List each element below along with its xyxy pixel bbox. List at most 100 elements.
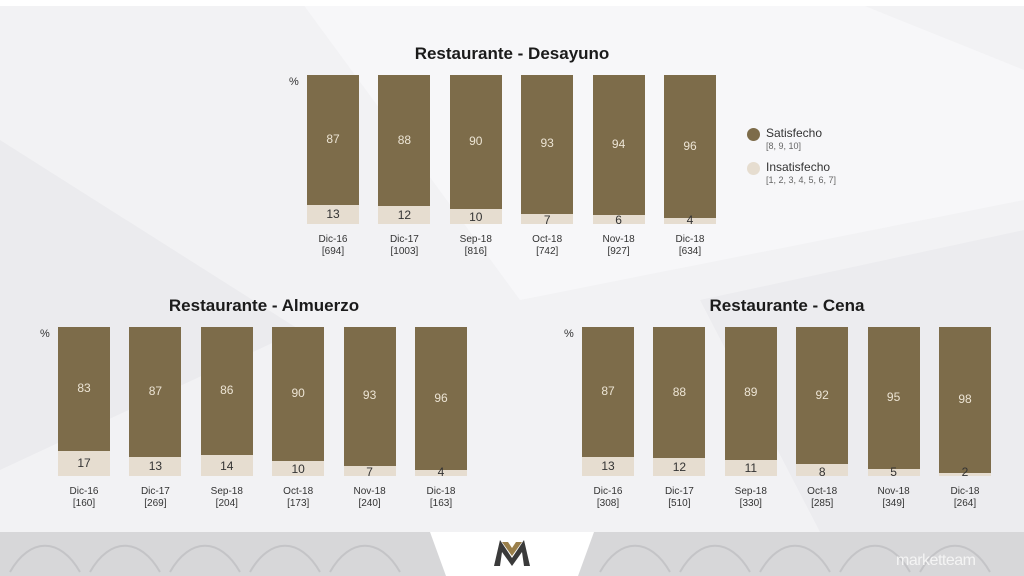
- x-sample-size: [510]: [668, 498, 691, 509]
- data-label-insatisfecho: 7: [543, 213, 551, 227]
- bar-satisfecho: [521, 75, 574, 214]
- bar-insatisfecho: [449, 209, 502, 224]
- x-sample-size: [308]: [596, 498, 620, 509]
- bar-satisfecho: [58, 327, 110, 451]
- data-label-insatisfecho: 14: [220, 458, 234, 473]
- data-label-satisfecho: 96: [683, 138, 697, 153]
- x-tick-label: Sep-18 [330]: [716, 486, 786, 510]
- bar-satisfecho: [449, 75, 502, 210]
- bar-satisfecho: [343, 327, 396, 466]
- data-label-insatisfecho: 4: [437, 465, 445, 479]
- x-tick-label: Sep-18 [204]: [192, 486, 262, 510]
- x-tick-label: Oct-18 [742]: [512, 234, 582, 258]
- legend-label: Insatisfecho: [766, 160, 831, 174]
- legend-sublabel: [1, 2, 3, 4, 5, 6, 7]: [766, 175, 837, 185]
- data-label-insatisfecho: 11: [744, 460, 758, 475]
- chart-title: Restaurante - Almuerzo: [168, 296, 360, 315]
- unit-label: %: [289, 76, 299, 88]
- x-category: Nov-18: [353, 486, 386, 497]
- bar-insatisfecho: [58, 450, 110, 476]
- footer-ornament-pattern: [9, 544, 991, 573]
- bar-insatisfecho: [582, 456, 634, 476]
- data-label-insatisfecho: 13: [148, 459, 163, 474]
- data-label-satisfecho: 88: [397, 132, 412, 147]
- x-tick-label: Dic-18 [264]: [930, 486, 1000, 510]
- mm-logo-icon: [494, 540, 530, 566]
- data-label-insatisfecho: 8: [818, 465, 826, 479]
- data-label-satisfecho: 88: [672, 384, 687, 399]
- bar-satisfecho: [200, 327, 253, 456]
- x-category: Dic-18: [426, 486, 456, 497]
- bar-satisfecho: [939, 327, 991, 474]
- chart-almuerzo: Restaurante - Almuerzo% 83 17 Dic-16 [160] 87…: [40, 296, 476, 510]
- x-sample-size: [742]: [536, 246, 559, 257]
- data-label-satisfecho: 98: [958, 392, 972, 406]
- data-label-satisfecho: 96: [434, 390, 448, 405]
- x-tick-label: Sep-18 [816]: [441, 234, 511, 258]
- x-tick-label: Dic-16 [308]: [573, 486, 643, 510]
- data-label-satisfecho: 87: [601, 383, 615, 398]
- brand-wordmark: marketteam: [896, 552, 976, 569]
- x-sample-size: [694]: [321, 246, 345, 257]
- data-label-satisfecho: 94: [611, 137, 626, 152]
- x-sample-size: [160]: [72, 498, 96, 509]
- x-tick-label: Dic-17 [1003]: [369, 234, 439, 258]
- x-category: Dic-17: [664, 486, 694, 497]
- bar-satisfecho: [796, 327, 849, 465]
- x-category: Oct-18: [532, 234, 563, 245]
- x-tick-label: Oct-18 [285]: [787, 486, 857, 510]
- x-sample-size: [816]: [464, 246, 487, 257]
- x-category: Dic-17: [140, 486, 170, 497]
- x-sample-size: [264]: [953, 498, 977, 509]
- bar-satisfecho: [653, 327, 706, 459]
- bar-insatisfecho: [272, 461, 325, 476]
- x-tick-label: Oct-18 [173]: [263, 486, 333, 510]
- bar-insatisfecho: [939, 473, 991, 476]
- bar-insatisfecho: [592, 215, 645, 224]
- x-tick-label: Dic-16 [160]: [49, 486, 119, 510]
- x-category: Oct-18: [807, 486, 838, 497]
- data-label-insatisfecho: 7: [366, 465, 373, 479]
- x-tick-label: Dic-16 [694]: [298, 234, 368, 258]
- data-label-satisfecho: 90: [469, 134, 483, 149]
- bar-insatisfecho: [664, 218, 716, 224]
- bar-insatisfecho: [724, 459, 777, 476]
- x-tick-label: Dic-17 [510]: [644, 486, 714, 510]
- bar-insatisfecho: [343, 465, 396, 476]
- data-label-insatisfecho: 17: [77, 456, 91, 471]
- x-tick-label: Dic-18 [634]: [655, 234, 725, 258]
- data-label-insatisfecho: 6: [615, 213, 622, 227]
- x-sample-size: [330]: [739, 498, 762, 509]
- chart-title: Restaurante - Cena: [709, 296, 865, 315]
- x-category: Dic-16: [69, 486, 99, 497]
- x-tick-label: Nov-18 [927]: [584, 234, 654, 258]
- x-tick-label: Nov-18 [349]: [859, 486, 929, 510]
- unit-label: %: [564, 328, 574, 340]
- bar-insatisfecho: [521, 213, 574, 224]
- data-label-satisfecho: 86: [220, 383, 234, 398]
- data-label-satisfecho: 83: [77, 380, 91, 395]
- data-label-insatisfecho: 5: [890, 465, 897, 479]
- bar-satisfecho: [129, 327, 182, 457]
- data-label-satisfecho: 93: [540, 136, 554, 151]
- bar-insatisfecho: [129, 456, 182, 476]
- data-label-satisfecho: 93: [362, 388, 377, 403]
- bar-satisfecho: [664, 75, 716, 219]
- legend-label: Satisfecho: [766, 126, 823, 140]
- x-tick-label: Dic-18 [163]: [406, 486, 476, 510]
- x-sample-size: [240]: [358, 498, 381, 509]
- data-label-insatisfecho: 10: [291, 461, 305, 476]
- x-sample-size: [927]: [607, 246, 630, 257]
- data-label-satisfecho: 95: [886, 389, 901, 404]
- bar-satisfecho: [592, 75, 645, 216]
- x-sample-size: [349]: [882, 498, 905, 509]
- x-sample-size: [1003]: [390, 246, 419, 257]
- data-label-insatisfecho: 12: [397, 208, 412, 223]
- bar-satisfecho: [415, 327, 467, 471]
- bar-insatisfecho: [415, 470, 467, 476]
- data-label-satisfecho: 87: [326, 131, 340, 146]
- chart-desayuno: Restaurante - Desayuno% 87 13 Dic-16 [694] 88…: [289, 44, 725, 258]
- bar-insatisfecho: [200, 455, 253, 476]
- x-sample-size: [634]: [678, 246, 702, 257]
- x-sample-size: [163]: [429, 498, 453, 509]
